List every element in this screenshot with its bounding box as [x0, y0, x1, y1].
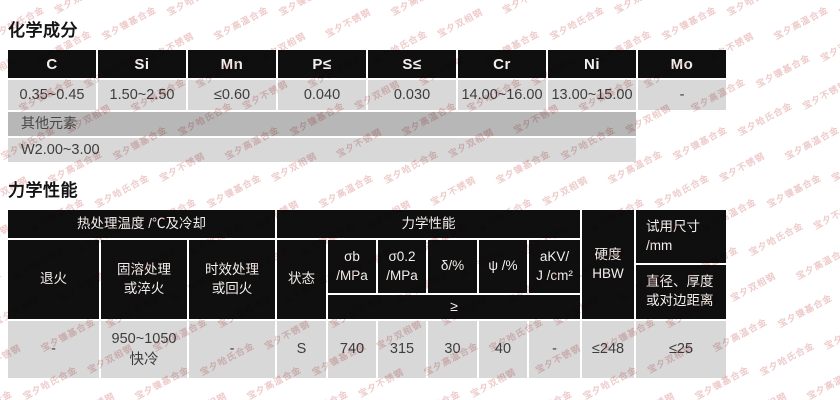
chem-header-mn: Mn: [188, 50, 276, 78]
watermark-text: 宝夕不锈钢: [323, 6, 373, 40]
mech-size-title: 试用尺寸 /mm: [636, 210, 726, 263]
watermark-text: 宝夕哈氏合金: [291, 387, 350, 400]
mech-data-sigma-b: 740: [328, 321, 376, 378]
mech-data-sigma-02: 315: [378, 321, 426, 378]
mech-header-aging-temper: 时效处理 或回火: [189, 240, 275, 319]
watermark-text: 宝夕镍基合金: [205, 172, 264, 210]
mech-hardness-header: 硬度 HBW: [582, 210, 634, 319]
chemical-composition-table: C Si Mn P≤ S≤ Cr Ni Mo 0.35~0.45 1.50~2.…: [8, 50, 726, 162]
watermark-text: 宝夕高温合金: [772, 4, 831, 42]
watermark-text: 宝夕高温合金: [0, 387, 15, 400]
watermark-text: 宝夕不锈钢: [500, 0, 550, 16]
mechanical-properties-table: 热处理温度 /℃及冷却 力学性能 硬度 HBW 试用尺寸 /mm 直径、厚度 或…: [8, 210, 726, 378]
watermark-text: 宝夕哈氏合金: [653, 172, 712, 210]
chem-other-elements-value: W2.00~3.00: [8, 138, 636, 162]
watermark-text: 宝夕不锈钢: [822, 318, 840, 352]
watermark-text: 宝夕哈氏合金: [736, 100, 795, 138]
mech-header-akv: aKV/ J /cm²: [529, 240, 580, 293]
chem-value-cr: 14.00~16.00: [458, 80, 546, 110]
chem-value-p: 0.040: [278, 80, 366, 110]
watermark-text: 宝夕不锈钢: [428, 174, 478, 208]
mech-header-sigma-02: σ0.2 /MPa: [378, 240, 426, 293]
mech-header-state: 状态: [277, 240, 326, 319]
watermark-text: 宝夕不锈钢: [0, 101, 1, 136]
watermark-text: 宝夕双相钢: [818, 30, 840, 64]
watermark-text: 宝夕镍基合金: [765, 172, 824, 210]
watermark-text: 宝夕不锈钢: [800, 78, 840, 112]
mech-heat-group-header: 热处理温度 /℃及冷却: [8, 210, 275, 238]
mech-data-solution-quench: 950~1050 快冷: [101, 321, 187, 378]
mech-header-sigma-b: σb /MPa: [328, 240, 376, 293]
mech-data-akv: -: [529, 321, 580, 378]
watermark-text: 宝夕不锈钢: [67, 389, 117, 400]
watermark-text: 宝夕哈氏合金: [164, 0, 223, 18]
chem-value-ni: 13.00~15.00: [548, 80, 636, 110]
watermark-text: 宝夕高温合金: [783, 124, 840, 162]
watermark-text: 宝夕双相钢: [829, 150, 840, 184]
mech-size-subtitle: 直径、厚度 或对边距离: [636, 265, 726, 319]
mech-ge-row: ≥: [328, 295, 580, 319]
watermark-text: 宝夕哈氏合金: [93, 172, 152, 210]
chem-header-ni: Ni: [548, 50, 636, 78]
watermark-text: 宝夕高温合金: [388, 0, 447, 18]
watermark-text: 宝夕镍基合金: [754, 52, 813, 90]
chem-header-p: P≤: [278, 50, 366, 78]
chem-other-elements-label: 其他元素: [8, 112, 636, 136]
chemical-composition-title: 化学成分: [8, 21, 78, 40]
chem-header-si: Si: [98, 50, 186, 78]
watermark-text: 宝夕镍基合金: [276, 0, 335, 18]
chem-header-cr: Cr: [458, 50, 546, 78]
mech-data-delta: 30: [428, 321, 477, 378]
mech-data-annealing: -: [8, 321, 99, 378]
chem-header-c: C: [8, 50, 96, 78]
chem-value-si: 1.50~2.50: [98, 80, 186, 110]
mech-data-size: ≤25: [636, 321, 726, 378]
chem-value-mn: ≤0.60: [188, 80, 276, 110]
watermark-text: 宝夕高温合金: [0, 268, 4, 306]
watermark-text: 宝夕镍基合金: [403, 387, 462, 400]
watermark-text: 宝夕不锈钢: [811, 198, 840, 232]
watermark-text: 宝夕哈氏合金: [548, 4, 607, 42]
watermark-text: 宝夕双相钢: [435, 6, 485, 40]
mech-data-state: S: [277, 321, 326, 378]
watermark-text: 宝夕高温合金: [212, 4, 271, 42]
watermark-text: 宝夕不锈钢: [627, 389, 677, 400]
watermark-text: 宝夕双相钢: [52, 0, 102, 16]
chem-header-mo: Mo: [638, 50, 726, 78]
watermark-text: 宝夕哈氏合金: [747, 220, 806, 258]
mech-header-delta: δ/%: [428, 240, 477, 293]
mech-header-annealing: 退火: [8, 240, 99, 319]
watermark-text: 宝夕双相钢: [179, 389, 229, 400]
watermark-text: 宝夕高温合金: [515, 387, 574, 400]
watermark-text: 宝夕双相钢: [540, 174, 590, 208]
watermark-text: 宝夕镍基合金: [660, 4, 719, 42]
watermark-text: 宝夕高温合金: [805, 364, 840, 400]
mechanical-properties-title: 力学性能: [8, 181, 78, 200]
watermark-text: 宝夕双相钢: [612, 0, 662, 16]
mech-data-hardness: ≤248: [582, 321, 634, 378]
mech-properties-group-header: 力学性能: [277, 210, 580, 238]
chem-value-s: 0.030: [368, 80, 456, 110]
watermark-text: 宝夕镍基合金: [836, 0, 840, 18]
mech-data-psi: 40: [479, 321, 527, 378]
watermark-text: 宝夕哈氏合金: [724, 0, 783, 18]
mech-size-column: 试用尺寸 /mm 直径、厚度 或对边距离: [636, 210, 726, 319]
mech-header-solution-quench: 固溶处理 或淬火: [101, 240, 187, 319]
watermark-text: 宝夕高温合金: [317, 172, 376, 210]
watermark-text: 宝夕双相钢: [739, 389, 789, 400]
watermark-text: 宝夕镍基合金: [776, 292, 835, 330]
watermark-text: 宝夕哈氏合金: [758, 340, 817, 378]
chem-value-c: 0.35~0.45: [8, 80, 96, 110]
chem-value-mo: -: [638, 80, 726, 110]
mech-header-psi: ψ /%: [479, 240, 527, 293]
watermark-text: 宝夕镍基合金: [100, 4, 159, 42]
watermark-text: 宝夕双相钢: [728, 270, 778, 304]
mech-data-aging-temper: -: [189, 321, 275, 378]
watermark-text: 宝夕高温合金: [794, 244, 840, 282]
chem-header-s: S≤: [368, 50, 456, 78]
